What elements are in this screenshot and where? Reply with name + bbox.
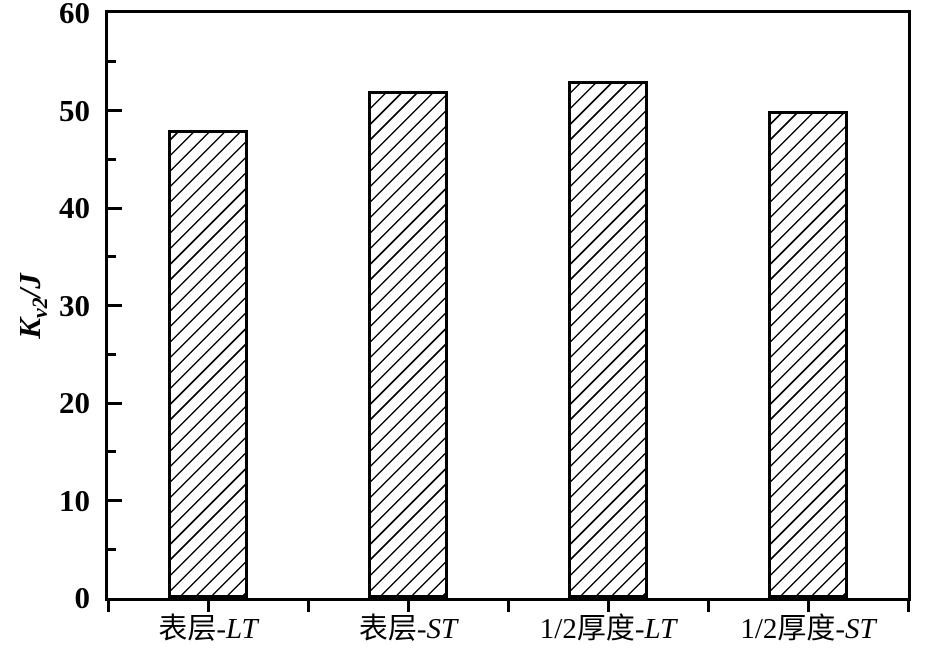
x-category-prefix: 表层- [158, 613, 226, 645]
y-tick-label-20: 20 [59, 385, 90, 420]
y-major-tick-20 [108, 401, 122, 405]
y-tick-label-50: 50 [59, 92, 90, 128]
y-tick-label-60: 60 [59, 0, 90, 30]
x-tick-1 [206, 601, 210, 612]
y-minor-tick-35 [108, 255, 116, 259]
bar-1/2厚度-LT [568, 81, 648, 598]
x-tick-0 [106, 601, 110, 612]
y-minor-tick-55 [108, 60, 116, 64]
x-category-suffix: ST [845, 613, 876, 645]
bar-表层-ST [368, 91, 448, 598]
x-tick-4 [506, 601, 510, 612]
bar-表层-LT [168, 130, 248, 598]
y-major-tick-40 [108, 206, 122, 210]
x-category-prefix: 1/2厚度- [539, 613, 645, 645]
x-category-prefix: 1/2厚度- [740, 613, 846, 645]
x-tick-8 [906, 601, 910, 612]
x-category-suffix: ST [426, 613, 458, 645]
x-category-prefix: 表层- [358, 613, 427, 645]
x-tick-6 [706, 601, 710, 612]
y-axis-title-symbol: K [12, 318, 47, 339]
x-tick-2 [306, 601, 310, 612]
y-minor-tick-15 [108, 450, 116, 454]
y-tick-label-40: 40 [59, 190, 90, 225]
y-minor-tick-25 [108, 352, 116, 356]
x-category-suffix: LT [644, 613, 677, 645]
y-axis-title: Kv2/J [12, 273, 52, 339]
x-category-label-表层-ST: 表层-ST [278, 612, 538, 646]
y-axis-title-unit: /J [12, 273, 47, 298]
y-minor-tick-5 [108, 547, 116, 551]
y-tick-label-30: 30 [59, 287, 90, 323]
x-tick-5 [606, 601, 610, 612]
y-major-tick-50 [108, 109, 122, 112]
y-major-tick-30 [108, 304, 122, 307]
x-tick-3 [406, 601, 410, 612]
x-category-label-1/2厚度-LT: 1/2厚度-LT [478, 612, 738, 646]
x-category-label-表层-LT: 表层-LT [78, 612, 338, 646]
y-axis-title-subscript: v2 [27, 297, 53, 319]
x-tick-7 [806, 601, 810, 612]
bar-1/2厚度-ST [768, 110, 848, 598]
x-category-label-1/2厚度-ST: 1/2厚度-ST [678, 612, 938, 646]
y-major-tick-10 [108, 499, 122, 502]
y-tick-label-10: 10 [59, 482, 90, 518]
y-tick-label-0: 0 [74, 580, 91, 615]
x-category-suffix: LT [225, 613, 258, 645]
y-minor-tick-45 [108, 157, 116, 161]
